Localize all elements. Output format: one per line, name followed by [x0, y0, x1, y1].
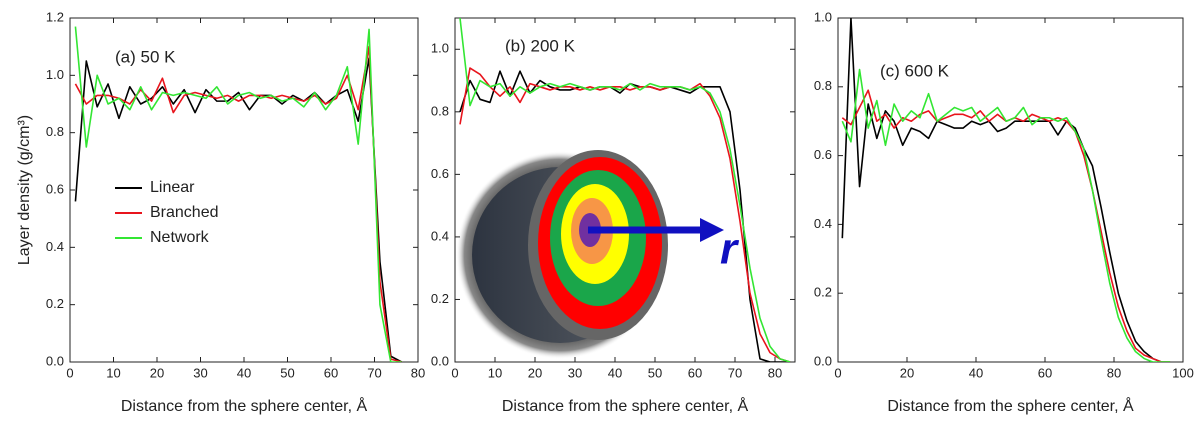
legend-label: Branched: [150, 204, 219, 221]
x-tick-label: 100: [1172, 365, 1194, 380]
line-series: [841, 68, 1171, 362]
y-tick-label: 0.2: [814, 285, 832, 300]
x-tick-label: 80: [411, 365, 425, 380]
panel-label: (c) 600 K: [880, 61, 950, 80]
y-tick-label: 0.2: [46, 296, 64, 311]
x-tick-label: 20: [900, 365, 914, 380]
y-tick-label: 0.0: [431, 353, 449, 368]
y-tick-label: 1.0: [431, 41, 449, 56]
x-tick-label: 0: [451, 365, 458, 380]
y-tick-label: 0.6: [46, 181, 64, 196]
y-tick-label: 0.0: [814, 353, 832, 368]
plot-frame: [69, 17, 419, 363]
y-tick-label: 0.8: [431, 103, 449, 118]
x-tick-label: 40: [969, 365, 983, 380]
x-tick-label: 70: [728, 365, 742, 380]
y-tick-label: 1.2: [46, 9, 64, 24]
plot-frame: [454, 17, 796, 363]
x-tick-label: 10: [488, 365, 502, 380]
y-tick-label: 0.4: [431, 228, 449, 243]
x-tick-label: 50: [280, 365, 294, 380]
x-tick-label: 10: [106, 365, 120, 380]
x-tick-label: 0: [834, 365, 841, 380]
y-tick-label: 0.0: [46, 353, 64, 368]
series-group: [459, 18, 791, 362]
legend-label: Linear: [150, 179, 195, 196]
y-axis-title: Layer density (g/cm³): [16, 115, 33, 265]
series-group: [74, 26, 403, 362]
x-tick-label: 40: [608, 365, 622, 380]
line-series: [841, 89, 1171, 362]
y-tick-label: 0.6: [431, 166, 449, 181]
line-series: [459, 18, 791, 362]
x-tick-label: 60: [1038, 365, 1052, 380]
y-tick-label: 0.6: [814, 147, 832, 162]
y-tick-label: 0.4: [814, 216, 832, 231]
y-tick-label: 0.4: [46, 239, 64, 254]
panel-label: (b) 200 K: [505, 36, 576, 55]
line-series: [841, 18, 1171, 362]
line-series: [74, 57, 403, 362]
x-tick-label: 50: [648, 365, 662, 380]
annotation: r: [720, 225, 740, 274]
line-series: [74, 45, 402, 362]
plot-frame: [837, 17, 1184, 363]
x-tick-label: 80: [768, 365, 782, 380]
x-tick-label: 60: [324, 365, 338, 380]
sphere-illustration: [456, 150, 724, 359]
x-tick-label: 20: [150, 365, 164, 380]
x-axis-title: Distance from the sphere center, Å: [502, 396, 749, 415]
x-tick-label: 60: [688, 365, 702, 380]
y-tick-label: 1.0: [814, 9, 832, 24]
x-tick-label: 30: [193, 365, 207, 380]
x-tick-label: 30: [568, 365, 582, 380]
x-tick-label: 0: [66, 365, 73, 380]
line-series: [459, 67, 791, 362]
y-tick-label: 1.0: [46, 67, 64, 82]
x-axis-title: Distance from the sphere center, Å: [887, 396, 1134, 415]
y-tick-label: 0.8: [46, 124, 64, 139]
y-tick-label: 0.8: [814, 78, 832, 93]
legend-label: Network: [150, 229, 210, 246]
x-tick-label: 20: [528, 365, 542, 380]
y-tick-label: 0.2: [431, 291, 449, 306]
panel-label: (a) 50 K: [115, 47, 176, 66]
x-axis-title: Distance from the sphere center, Å: [121, 396, 368, 415]
x-tick-label: 70: [367, 365, 381, 380]
x-tick-label: 40: [237, 365, 251, 380]
x-tick-label: 80: [1107, 365, 1121, 380]
series-group: [841, 18, 1171, 362]
line-series: [74, 26, 402, 362]
